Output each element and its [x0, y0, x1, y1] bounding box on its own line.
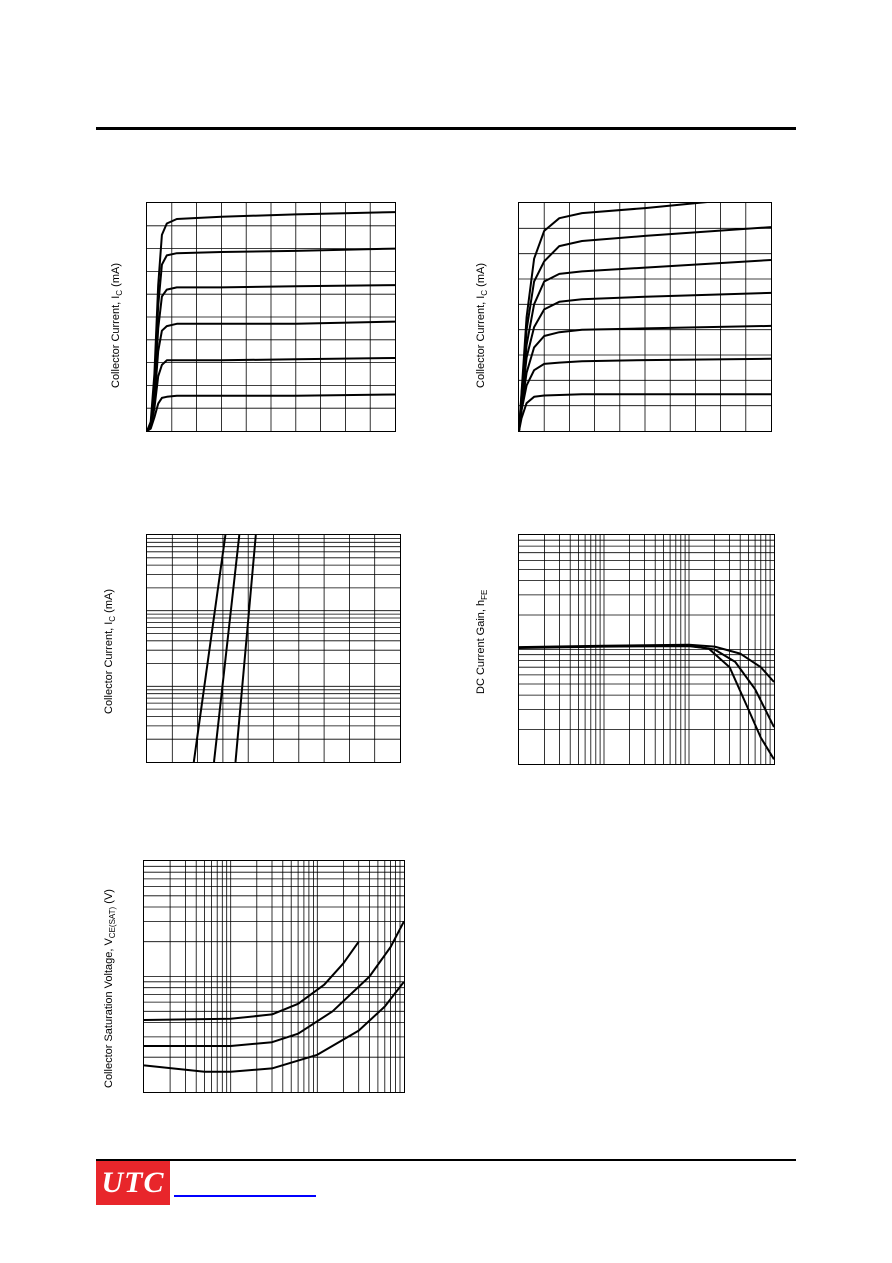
- chart-2-series-line-5: [519, 324, 771, 431]
- chart-4-series-line-2: [519, 644, 774, 728]
- chart-5-plot-area: [143, 860, 405, 1093]
- header-rule: [96, 127, 796, 130]
- chart-3-y-axis-label: Collector Current, IC (mA): [103, 589, 118, 714]
- chart-5-series-line-1: [144, 941, 360, 1021]
- chart-1-gridlines: [147, 203, 395, 431]
- chart-5-svg: [144, 861, 404, 1092]
- chart-3-series-line-1: [192, 535, 227, 762]
- chart-3-series-line-2: [213, 535, 241, 762]
- chart-1-svg: [147, 203, 395, 431]
- chart-2-series-line-6: [519, 357, 771, 431]
- chart-4-gridlines: [519, 535, 774, 764]
- chart-2-plot-area: [518, 202, 772, 432]
- chart-1-series-line-6: [147, 393, 395, 431]
- chart-5-series-line-2: [144, 920, 404, 1047]
- chart-3-svg: [147, 535, 400, 762]
- utc-logo: UTC: [96, 1161, 170, 1205]
- chart-2-svg: [519, 203, 771, 431]
- chart-3-gridlines: [147, 535, 400, 762]
- chart-4-svg: [519, 535, 774, 764]
- chart-1-y-axis-label: Collector Current, IC (mA): [110, 263, 125, 388]
- chart-4-series-line-3: [519, 645, 774, 760]
- chart-1-plot-area: [146, 202, 396, 432]
- chart-2-series-line-4: [519, 291, 771, 431]
- logo-text: UTC: [101, 1166, 165, 1199]
- footer-rule: [96, 1159, 796, 1161]
- chart-2-y-axis-label: Collector Current, IC (mA): [475, 263, 490, 388]
- chart-5-y-axis-label: Collector Saturation Voltage, VCE(SAT) (…: [103, 889, 118, 1088]
- chart-1-series-line-5: [147, 357, 395, 431]
- chart-5-series-group: [144, 920, 404, 1073]
- chart-3-plot-area: [146, 534, 401, 763]
- chart-3-series-line-3: [234, 535, 257, 762]
- chart-4-plot-area: [518, 534, 775, 765]
- chart-2-gridlines: [519, 203, 771, 431]
- chart-4-y-axis-label: DC Current Gain, hFE: [475, 589, 490, 694]
- website-link-underline[interactable]: [174, 1195, 316, 1197]
- chart-3-series-group: [192, 535, 257, 762]
- chart-2-series-group: [519, 203, 771, 431]
- chart-2-series-line-7: [519, 393, 771, 431]
- chart-5-series-line-3: [144, 981, 404, 1073]
- chart-2-series-line-1: [519, 203, 708, 431]
- chart-5-gridlines: [144, 861, 404, 1092]
- chart-4-series-group: [519, 643, 774, 760]
- chart-1-series-group: [147, 211, 395, 431]
